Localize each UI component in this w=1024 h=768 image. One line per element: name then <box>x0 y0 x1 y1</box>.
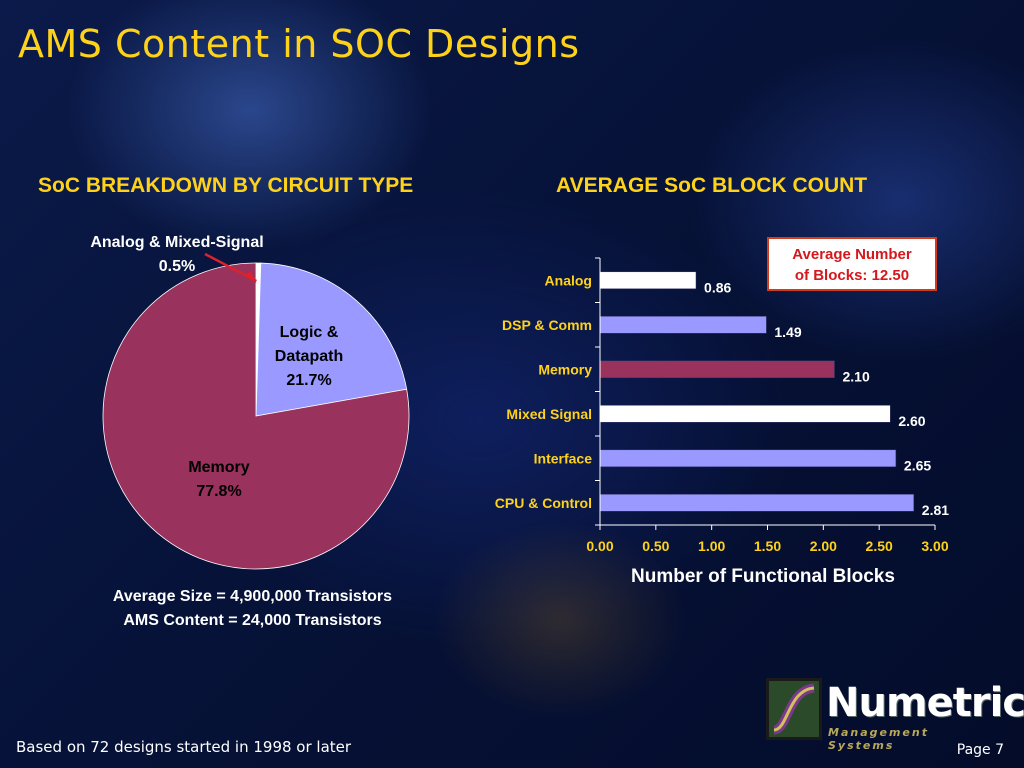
logo-subtitle: Management Systems <box>828 726 929 752</box>
x-tick-label: 2.50 <box>866 538 893 554</box>
bar-category-label: DSP & Comm <box>502 317 592 333</box>
bar <box>599 360 835 379</box>
pie-chart-heading: SoC BREAKDOWN BY CIRCUIT TYPE <box>38 174 414 197</box>
numetrics-logo: Numetrics Management Systems <box>766 678 1024 752</box>
pie-label-logic-line1: Logic & <box>280 324 339 341</box>
bar-chart-heading: AVERAGE SoC BLOCK COUNT <box>556 174 868 197</box>
bar <box>599 316 767 334</box>
pie-label-logic-line2: Datapath <box>275 348 343 365</box>
pie-label-analog: Analog & Mixed-Signal <box>90 234 263 251</box>
pie-callout-arrowhead <box>244 271 257 283</box>
footer-note: Based on 72 designs started in 1998 or l… <box>16 738 352 756</box>
pie-slice-analog-mixed-signal <box>255 262 262 417</box>
bar-category-label: Interface <box>534 450 593 466</box>
x-tick-label: 2.00 <box>810 538 837 554</box>
callout-line-2: of Blocks: 12.50 <box>794 267 910 284</box>
bar <box>599 449 897 468</box>
pie-value-logic: 21.7% <box>286 372 331 389</box>
pie-callout-arrow <box>204 252 257 283</box>
bar-value-label: 2.60 <box>898 413 925 429</box>
bar-category-label: Analog <box>545 272 592 288</box>
pie-slice-memory <box>102 262 410 570</box>
bar-value-label: 2.65 <box>904 457 931 473</box>
bar <box>599 271 697 290</box>
x-tick-label: 0.00 <box>586 538 613 554</box>
bar-value-label: 2.10 <box>843 368 870 384</box>
average-blocks-callout: Average Number of Blocks: 12.50 <box>767 237 937 291</box>
logo-wordmark: Numetrics <box>826 680 1024 726</box>
pie-slice-logic-datapath <box>255 262 408 417</box>
x-tick-label: 1.50 <box>754 538 781 554</box>
callout-line-1: Average Number <box>792 246 912 263</box>
pie-value-memory: 77.8% <box>196 483 241 500</box>
bar <box>599 405 891 423</box>
bar-category-label: Memory <box>538 361 592 377</box>
page-number: Page 7 <box>956 742 1004 758</box>
bar-category-label: Mixed Signal <box>506 406 592 422</box>
bar <box>599 494 915 512</box>
average-size-text: Average Size = 4,900,000 Transistors <box>112 588 393 605</box>
bar-value-label: 1.49 <box>774 324 801 340</box>
x-tick-label: 1.00 <box>698 538 725 554</box>
x-tick-label: 3.00 <box>921 538 948 554</box>
x-axis-title: Number of Functional Blocks <box>631 566 895 587</box>
pie-value-analog: 0.5% <box>159 258 195 275</box>
x-tick-label: 0.50 <box>642 538 669 554</box>
bar-value-label: 0.86 <box>704 279 731 295</box>
pie-label-memory: Memory <box>188 459 249 476</box>
bar-category-label: CPU & Control <box>495 495 592 511</box>
slide-title: AMS Content in SOC Designs <box>18 22 580 66</box>
ams-content-text: AMS Content = 24,000 Transistors <box>123 612 382 629</box>
bar-value-label: 2.81 <box>922 502 949 518</box>
logo-mark-icon <box>766 678 822 740</box>
